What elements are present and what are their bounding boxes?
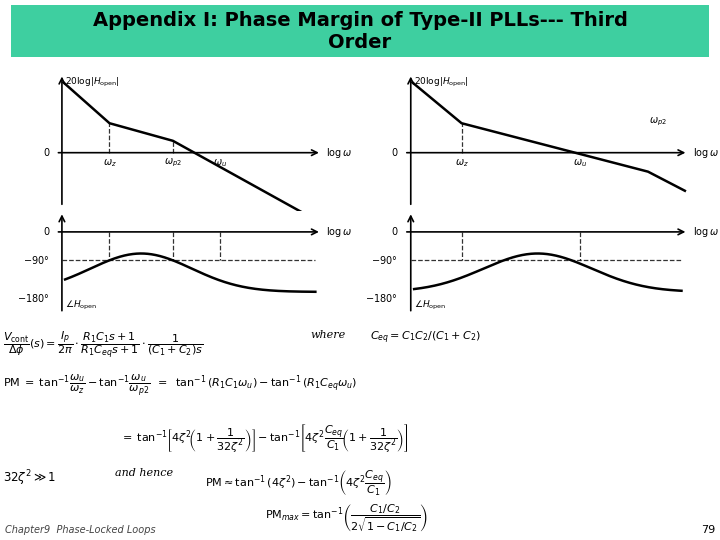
Text: 0: 0 xyxy=(43,147,49,158)
Text: $\angle H_{\rm open}$: $\angle H_{\rm open}$ xyxy=(65,299,97,312)
Text: $-180°$: $-180°$ xyxy=(17,292,49,304)
Text: $\log\omega$: $\log\omega$ xyxy=(326,146,353,160)
Text: $20\log|H_{\rm open}|$: $20\log|H_{\rm open}|$ xyxy=(65,76,120,89)
Text: $-180°$: $-180°$ xyxy=(364,292,397,304)
Text: $\mathrm{PM} \approx \tan^{-1}(4\zeta^2) - \tan^{-1}\!\left(4\zeta^2\dfrac{C_{eq: $\mathrm{PM} \approx \tan^{-1}(4\zeta^2)… xyxy=(205,468,392,497)
Text: $\log\omega$: $\log\omega$ xyxy=(326,225,353,239)
Text: and hence: and hence xyxy=(115,468,173,478)
Text: $=\; \tan^{-1}\!\left[4\zeta^2\!\left(1+\dfrac{1}{32\zeta^2}\right)\right] - \ta: $=\; \tan^{-1}\!\left[4\zeta^2\!\left(1+… xyxy=(120,422,409,454)
Text: 0: 0 xyxy=(391,147,397,158)
Text: $-90°$: $-90°$ xyxy=(23,253,49,266)
Text: where: where xyxy=(310,330,346,340)
Text: 0: 0 xyxy=(391,227,397,237)
Text: $\mathrm{PM}\; =\; \tan^{-1}\!\dfrac{\omega_u}{\omega_z} - \tan^{-1}\!\dfrac{\om: $\mathrm{PM}\; =\; \tan^{-1}\!\dfrac{\om… xyxy=(3,372,357,397)
Text: $\dfrac{V_{\rm cont}}{\Delta\phi}(s) = \dfrac{I_p}{2\pi} \cdot \dfrac{R_1C_1s+1}: $\dfrac{V_{\rm cont}}{\Delta\phi}(s) = \… xyxy=(3,330,203,361)
Text: $\omega_z$: $\omega_z$ xyxy=(454,157,469,169)
Text: $\log\omega$: $\log\omega$ xyxy=(693,225,719,239)
Text: $\omega_u$: $\omega_u$ xyxy=(573,157,587,169)
FancyBboxPatch shape xyxy=(0,3,720,59)
Text: $\omega_z$: $\omega_z$ xyxy=(102,157,117,169)
Text: 0: 0 xyxy=(43,227,49,237)
Text: $\omega_u$: $\omega_u$ xyxy=(213,157,228,169)
Text: $\omega_{p2}$: $\omega_{p2}$ xyxy=(163,157,182,170)
Text: $20\log|H_{\rm open}|$: $20\log|H_{\rm open}|$ xyxy=(414,76,469,89)
Text: Chapter9  Phase-Locked Loops: Chapter9 Phase-Locked Loops xyxy=(5,525,156,535)
Text: $\mathrm{PM}_{max} = \tan^{-1}\!\left(\dfrac{C_1/C_2}{2\sqrt{1-C_1/C_2}}\right)$: $\mathrm{PM}_{max} = \tan^{-1}\!\left(\d… xyxy=(265,502,428,534)
Text: $C_{eq} = C_1C_2/(C_1+C_2)$: $C_{eq} = C_1C_2/(C_1+C_2)$ xyxy=(370,330,481,346)
Text: $\angle H_{\rm open}$: $\angle H_{\rm open}$ xyxy=(414,299,446,312)
Text: $\log\omega$: $\log\omega$ xyxy=(693,146,719,160)
Text: 79: 79 xyxy=(701,525,715,535)
Text: $32\zeta^2 \gg 1$: $32\zeta^2 \gg 1$ xyxy=(3,468,56,488)
Text: $-90°$: $-90°$ xyxy=(371,253,397,266)
Text: $\omega_{p2}$: $\omega_{p2}$ xyxy=(649,116,667,128)
Text: Appendix I: Phase Margin of Type-II PLLs--- Third
Order: Appendix I: Phase Margin of Type-II PLLs… xyxy=(93,11,627,51)
